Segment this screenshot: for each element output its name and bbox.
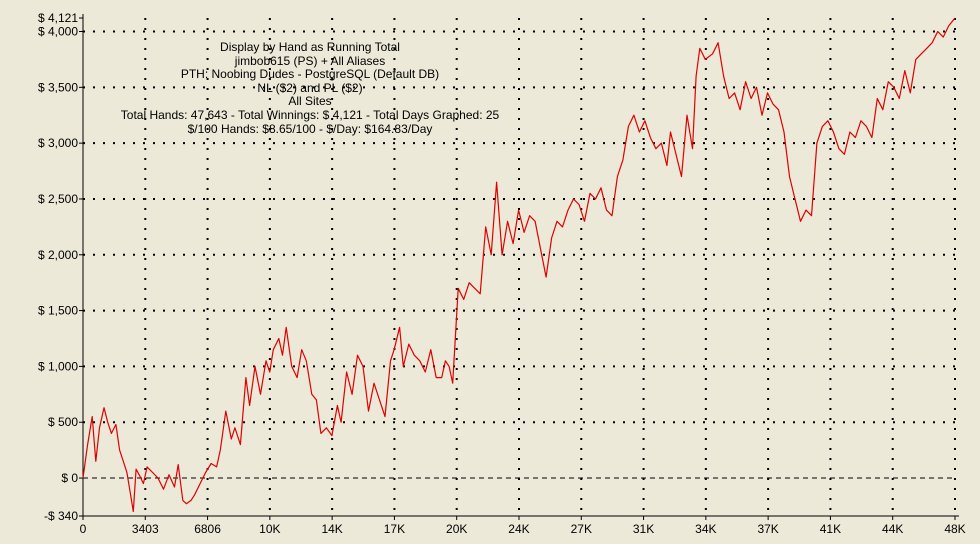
x-tick-label: 10K: [259, 522, 280, 536]
x-tick-label: 27K: [571, 522, 592, 536]
x-tick-label: 3403: [132, 522, 159, 536]
label-layer: 0 3403 6806 10K 14K 17K 20K 24K 27K 31K 34K 37K 41K 4…: [38, 11, 966, 536]
y-tick-label: $ 500: [48, 415, 78, 429]
y-tick-label: -$ 340: [44, 509, 78, 523]
x-tick-label: 41K: [820, 522, 841, 536]
grid-layer: [83, 18, 956, 516]
x-tick-label: 34K: [695, 522, 716, 536]
info-line-player: jimbob615 (PS) + All Aliases: [234, 53, 386, 68]
x-tick-label: 48K: [944, 522, 965, 536]
chart-info-block: Display by Hand as Running Total jimbob6…: [105, 40, 515, 136]
x-tick-label: 20K: [446, 522, 467, 536]
x-tick-label: 14K: [321, 522, 342, 536]
y-tick-label: $ 1,000: [38, 359, 78, 373]
axis-layer: [79, 14, 959, 520]
y-tick-label: $ 1,500: [38, 304, 78, 318]
x-tick-label: 24K: [508, 522, 529, 536]
y-tick-label: $ 4,121: [38, 11, 78, 25]
info-line-rates: $/100 Hands: $8.65/100 - $/Day: $164.83/…: [187, 121, 433, 136]
x-tick-label: 44K: [882, 522, 903, 536]
series-layer: [82, 17, 956, 513]
info-line-display-mode: Display by Hand as Running Total: [220, 40, 400, 54]
y-tick-label: $ 0: [61, 471, 78, 485]
info-line-sites: All Sites: [288, 94, 332, 109]
y-tick-label: $ 2,500: [38, 192, 78, 206]
winnings-line: [82, 17, 956, 513]
x-tick-label: 37K: [757, 522, 778, 536]
x-tick-label: 0: [80, 522, 87, 536]
x-tick-label: 31K: [633, 522, 654, 536]
y-tick-label: $ 4,000: [38, 25, 78, 39]
y-tick-label: $ 3,500: [38, 80, 78, 94]
x-tick-label: 17K: [384, 522, 405, 536]
x-tick-label: 6806: [194, 522, 221, 536]
y-tick-label: $ 3,000: [38, 136, 78, 150]
y-tick-label: $ 2,000: [38, 248, 78, 262]
info-line-limits: NL ($2) and PL ($2): [257, 80, 363, 95]
info-line-database: PTH: Noobing Dudes - PostgreSQL (Default…: [180, 67, 440, 82]
info-line-totals: Total Hands: 47,643 - Total Winnings: $ …: [120, 107, 500, 122]
